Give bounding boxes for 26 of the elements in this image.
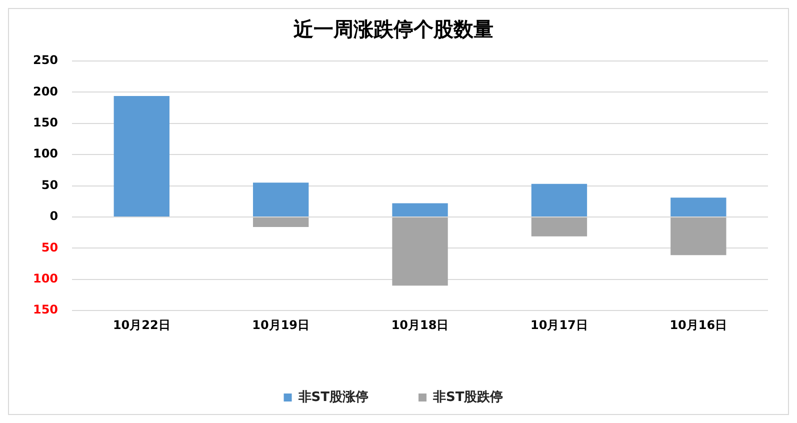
bar	[531, 218, 588, 236]
x-tick-label: 10月17日	[530, 318, 588, 332]
y-tick-label: 0	[50, 209, 58, 224]
y-tick-label: 150	[32, 302, 58, 317]
bar	[114, 96, 170, 216]
y-tick-label: 250	[32, 53, 58, 68]
legend-label: 非ST股涨停	[297, 390, 369, 405]
bar	[252, 218, 309, 227]
bar	[670, 198, 726, 216]
bar	[392, 203, 448, 216]
bar	[670, 218, 726, 256]
y-tick-label: 150	[32, 116, 58, 130]
chart-title: 近一周涨跌停个股数量	[292, 17, 494, 42]
x-tick-label: 10月16日	[670, 318, 728, 332]
x-tick-label: 10月18日	[391, 318, 449, 332]
y-tick-label: 100	[32, 272, 58, 286]
x-tick-label: 10月19日	[252, 318, 310, 332]
y-tick-label: 50	[41, 240, 58, 254]
y-tick-label: 50	[41, 178, 58, 192]
bar	[531, 184, 588, 216]
x-tick-label: 10月22日	[112, 318, 170, 332]
legend-label: 非ST股跌停	[432, 390, 504, 405]
bar	[252, 182, 309, 216]
bar	[392, 218, 448, 286]
y-tick-label: 200	[32, 84, 58, 98]
y-tick-label: 100	[32, 146, 58, 161]
